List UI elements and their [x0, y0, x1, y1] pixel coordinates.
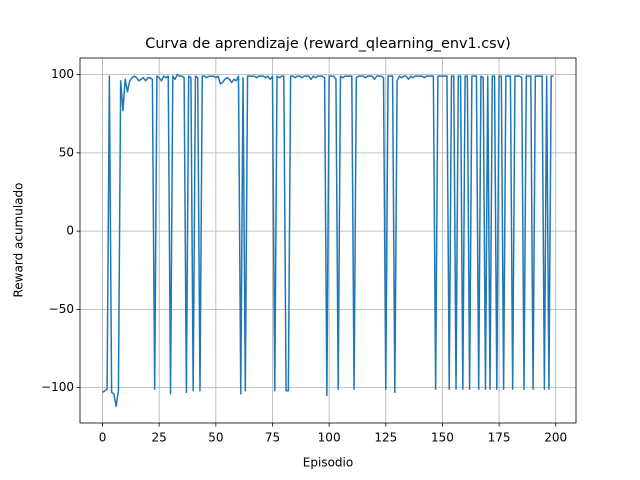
x-axis-label: Episodio [303, 456, 353, 470]
plot-frame [79, 57, 577, 424]
x-tick-label: 125 [374, 431, 397, 445]
x-tick-label: 0 [99, 431, 107, 445]
x-tick-label: 100 [318, 431, 341, 445]
chart-title: Curva de aprendizaje (reward_qlearning_e… [145, 36, 510, 52]
y-tick-label: 100 [51, 67, 74, 81]
x-tick-label: 50 [208, 431, 223, 445]
y-tick-label: −50 [49, 302, 74, 316]
x-tick-label: 175 [488, 431, 511, 445]
y-tick-label: 0 [66, 224, 74, 238]
x-tick-label: 200 [544, 431, 567, 445]
y-tick-label: 50 [59, 145, 74, 159]
y-tick-label: −100 [41, 380, 74, 394]
y-axis-label: Reward acumulado [12, 182, 26, 297]
x-tick-label: 25 [152, 431, 167, 445]
data-line [102, 73, 554, 408]
x-tick-label: 150 [431, 431, 454, 445]
x-tick-label: 75 [265, 431, 280, 445]
